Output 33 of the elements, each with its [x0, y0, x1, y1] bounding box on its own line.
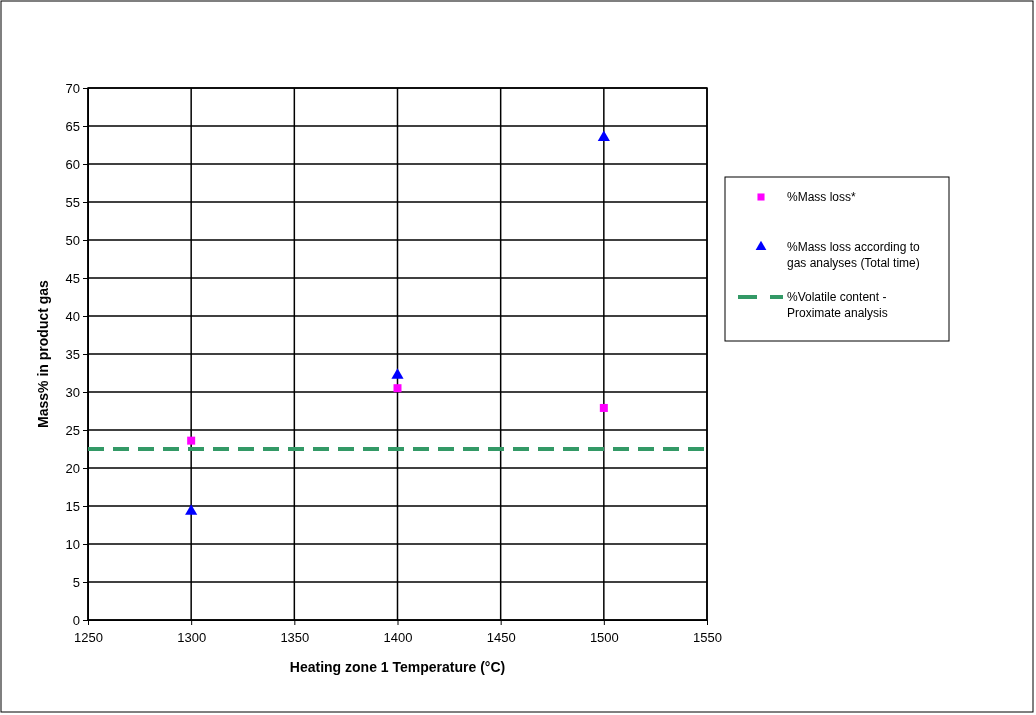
- y-tick-label: 10: [65, 536, 80, 552]
- y-tick-label: 70: [65, 80, 80, 96]
- x-tick-label: 1350: [280, 630, 310, 646]
- x-axis-title: Heating zone 1 Temperature (°C): [289, 659, 506, 675]
- point: [597, 130, 610, 141]
- y-tick-label: 0: [72, 612, 80, 628]
- point: [187, 436, 196, 445]
- legend-label: %Mass loss according to gas analyses (Total time): [787, 240, 921, 270]
- y-tick-label: 5: [72, 574, 80, 590]
- point: [393, 384, 402, 393]
- point: [185, 504, 198, 515]
- y-tick-label: 45: [65, 270, 80, 286]
- y-tick-label: 20: [65, 460, 80, 476]
- legend-label: %Mass loss*: [787, 190, 857, 204]
- y-tick-label: 65: [65, 118, 80, 134]
- y-tick-label: 50: [65, 232, 80, 248]
- point: [391, 368, 404, 379]
- y-tick-label: 35: [65, 346, 80, 362]
- x-tick-label: 1500: [589, 630, 619, 646]
- x-tick-label: 1250: [74, 630, 103, 646]
- x-tick-label: 1450: [486, 630, 516, 646]
- y-tick-label: 30: [65, 384, 80, 400]
- y-tick-label: 40: [65, 308, 80, 324]
- x-tick-label: 1550: [693, 630, 722, 646]
- x-tick-label: 1400: [383, 630, 413, 646]
- legend-label: %Volatile content - Proximate analysis: [787, 290, 888, 320]
- y-tick-label: 25: [65, 422, 80, 438]
- y-tick-label: 15: [65, 498, 80, 514]
- point: [599, 403, 608, 412]
- y-tick-label: 55: [65, 194, 80, 210]
- y-tick-label: 60: [65, 156, 80, 172]
- y-axis-title: Mass% in product gas: [35, 279, 51, 428]
- x-tick-label: 1300: [177, 630, 207, 646]
